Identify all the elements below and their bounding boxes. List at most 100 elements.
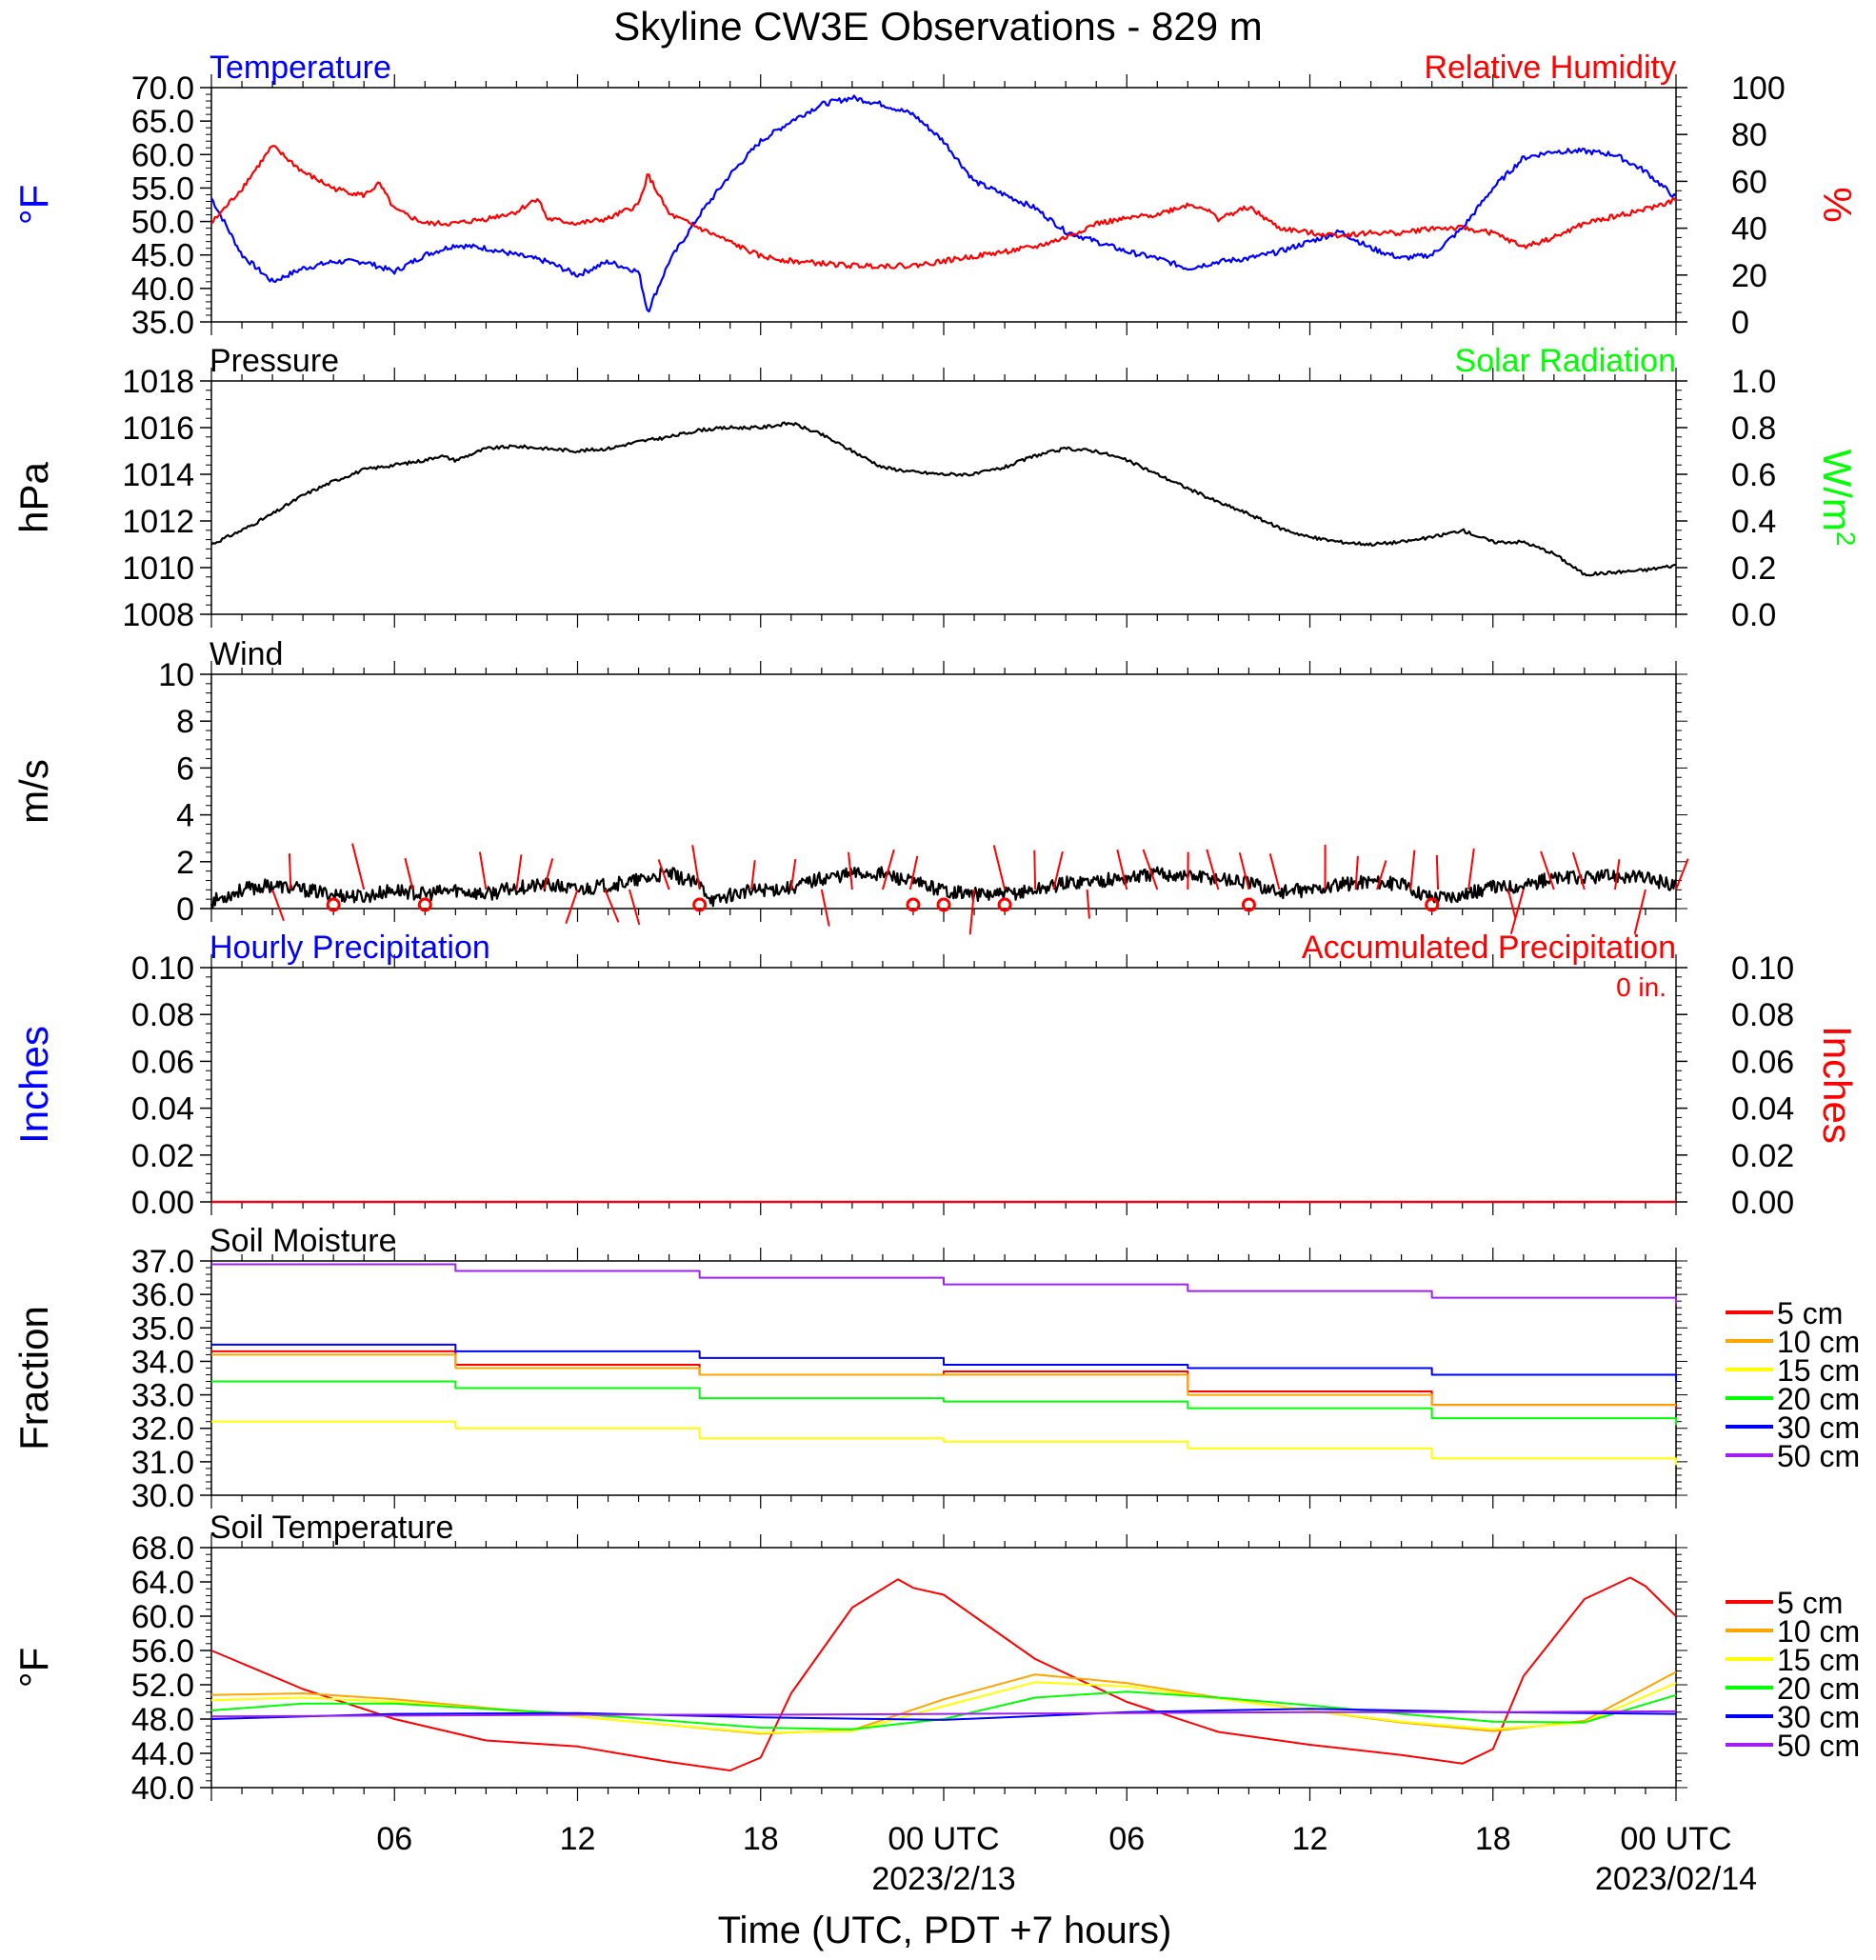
wind-barb <box>789 858 797 890</box>
y-tick-label: 1014 <box>122 457 194 493</box>
wind-barb <box>1507 889 1517 919</box>
y2-tick-label: 80 <box>1731 117 1767 153</box>
y2-tick-label: 0.8 <box>1731 410 1776 447</box>
pressure-frame <box>210 380 1677 615</box>
chart-title: Skyline CW3E Observations - 829 m <box>613 4 1263 49</box>
pressure-right-units: W/m2 <box>1815 450 1861 547</box>
wind-barb <box>288 853 292 890</box>
y-tick-label: 0.08 <box>131 997 194 1033</box>
calm-wind-circle <box>997 897 1012 912</box>
wind-barb <box>271 889 285 922</box>
precipitation-frame <box>210 967 1677 1203</box>
y-tick-label: 10 <box>158 657 194 693</box>
series-line-temperature <box>210 94 1677 313</box>
y2-tick-label: 0.04 <box>1731 1091 1794 1128</box>
wind-barb <box>1052 850 1064 890</box>
y-tick-label: 4 <box>176 798 194 834</box>
pressure-left-title: Pressure <box>210 343 339 379</box>
y-tick-label: 64.0 <box>131 1565 194 1601</box>
y2-tick-label: 0.10 <box>1731 950 1794 987</box>
soil-temperature-panel: 40.044.048.052.056.060.064.068.0 Soil Tem… <box>11 1510 1860 1807</box>
precipitation-right-title: Accumulated Precipitation <box>1302 930 1676 966</box>
temperature-humidity-left-units: °F <box>11 185 56 225</box>
calm-wind-circle <box>1241 897 1256 912</box>
y2-tick-label: 0.4 <box>1731 504 1776 540</box>
temperature-humidity-right-units: % <box>1815 187 1860 222</box>
wind-barb <box>881 849 895 890</box>
calm-wind-circle <box>1425 897 1440 912</box>
y2-tick-label: 40 <box>1731 211 1767 248</box>
y-tick-label: 1012 <box>122 504 194 540</box>
calm-wind-circle <box>326 897 341 912</box>
wind-barb <box>515 854 523 890</box>
y-tick-label: 32.0 <box>131 1411 194 1448</box>
precipitation-left-units: Inches <box>11 1026 56 1144</box>
y-tick-label: 48.0 <box>131 1702 194 1738</box>
y-tick-label: 56.0 <box>131 1633 194 1670</box>
units-superscript: 2 <box>1831 531 1861 547</box>
series-line-15-cm <box>210 1681 1677 1734</box>
wind-barb <box>1571 851 1586 890</box>
precipitation-note: 0 in. <box>1616 972 1666 1002</box>
calm-wind-circle <box>417 897 432 912</box>
series-line-15-cm <box>211 1420 1677 1466</box>
soil-moisture-left-title: Soil Moisture <box>210 1223 397 1259</box>
x-tick-label: 00 UTC <box>888 1821 999 1857</box>
y-tick-label: 55.0 <box>131 170 194 207</box>
x-tick-label: 12 <box>560 1821 596 1857</box>
y-tick-label: 50.0 <box>131 205 194 241</box>
wind-barb <box>1238 851 1250 890</box>
wind-left-title: Wind <box>210 636 283 672</box>
panels: 35.040.045.050.055.060.065.070.002040608… <box>11 50 1861 1807</box>
wind-barb <box>604 889 620 923</box>
calm-wind-circle <box>936 897 951 912</box>
y-tick-label: 1010 <box>122 550 194 587</box>
temperature-humidity-frame <box>210 87 1677 323</box>
wind-barb <box>908 855 919 890</box>
y-tick-label: 8 <box>176 704 194 740</box>
series-line-wind <box>210 866 1677 910</box>
wind-barb <box>1540 850 1555 890</box>
y-tick-label: 1016 <box>122 410 194 447</box>
series-line-30-cm <box>210 1708 1677 1721</box>
y2-tick-label: 20 <box>1731 258 1767 294</box>
wind-barb <box>629 889 641 926</box>
precipitation-left-title: Hourly Precipitation <box>210 930 490 966</box>
x-tick-label: 12 <box>1292 1821 1328 1857</box>
y-tick-label: 36.0 <box>131 1277 194 1313</box>
x-date-label: 2023/2/13 <box>871 1861 1015 1897</box>
y-tick-label: 44.0 <box>131 1736 194 1772</box>
y-tick-label: 1018 <box>122 364 194 400</box>
series-line-relative-humidity <box>210 144 1677 270</box>
y2-tick-label: 0.0 <box>1731 597 1776 633</box>
series-line-20-cm <box>211 1380 1677 1426</box>
legend-label: 5 cm <box>1777 1296 1843 1330</box>
y-tick-label: 31.0 <box>131 1445 194 1481</box>
x-date-label: 2023/02/14 <box>1595 1861 1757 1897</box>
y-tick-label: 0.10 <box>131 950 194 987</box>
wind-barb <box>478 851 488 890</box>
y-tick-label: 35.0 <box>131 305 194 341</box>
y-tick-label: 60.0 <box>131 137 194 173</box>
wind-panel: 0 2 4 6 8 10 Wind m/s <box>11 636 1689 935</box>
y-tick-label: 70.0 <box>131 70 194 107</box>
soil-temperature-frame <box>210 1547 1677 1789</box>
wind-barb <box>691 845 701 890</box>
wind-barb <box>351 843 366 890</box>
y-tick-label: 2 <box>176 845 194 881</box>
y-tick-label: 65.0 <box>131 104 194 140</box>
y-tick-label: 33.0 <box>131 1378 194 1414</box>
legend-label: 10 cm <box>1777 1614 1860 1649</box>
pressure-left-units: hPa <box>11 461 56 532</box>
x-tick-label: 06 <box>1108 1821 1145 1857</box>
wind-left-units: m/s <box>11 759 56 824</box>
wind-barb <box>820 889 830 927</box>
wind-barb <box>1354 855 1359 890</box>
wind-barb <box>968 889 976 935</box>
calm-wind-circle <box>692 897 708 912</box>
temperature-humidity-panel: 35.040.045.050.055.060.065.070.0 0 20 40 60 8… <box>11 50 1860 341</box>
wind-barb <box>1467 848 1475 890</box>
precipitation-panel: 0.00 0.02 0.04 0.06 0.08 0.10 0.00 0.02 0.04 0.06… <box>11 930 1860 1221</box>
soil-moisture-panel: 30.031.032.033.034.035.036.037.0 Soil Moi… <box>11 1223 1860 1514</box>
